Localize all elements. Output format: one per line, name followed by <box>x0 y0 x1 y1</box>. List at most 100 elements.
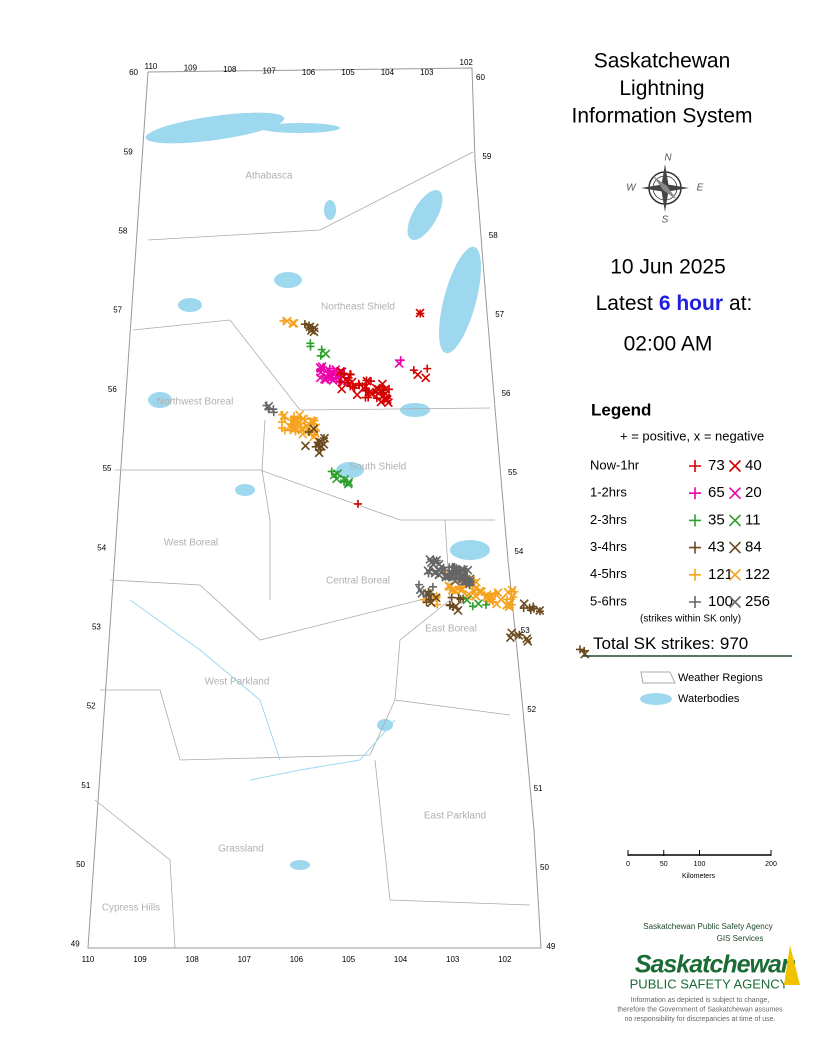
strike-symbol <box>428 582 437 591</box>
latitude-label: 58 <box>118 227 127 236</box>
latitude-label: 60 <box>129 68 138 77</box>
strike-symbol <box>381 394 391 404</box>
strike-symbol <box>309 416 319 426</box>
longitude-label: 108 <box>186 955 200 964</box>
strike-symbol <box>269 405 278 414</box>
layer-label: Waterbodies <box>678 693 740 705</box>
strike-symbol <box>481 600 490 609</box>
strike-symbol <box>449 563 458 572</box>
legend-negative-count: 11 <box>745 511 761 528</box>
legend-negative-count: 40 <box>745 457 762 474</box>
legend-symbol <box>728 568 742 581</box>
latest-part: Latest <box>596 292 653 315</box>
latest-part: at: <box>729 292 752 315</box>
latitude-label: 50 <box>76 860 85 869</box>
strike-symbol <box>313 438 322 447</box>
scale-unit: Kilometers <box>682 873 716 880</box>
strike-symbol <box>366 377 375 386</box>
strike-symbol <box>535 607 544 616</box>
strike-symbol <box>348 382 357 391</box>
legend-label: 4-5hrs <box>590 566 627 581</box>
province-border <box>87 67 542 949</box>
total-strikes: Total SK strikes: 970 <box>593 634 748 653</box>
strike-symbol <box>509 593 518 602</box>
strike-symbol <box>409 366 418 375</box>
total-value: 970 <box>720 634 748 653</box>
strike-symbol <box>428 559 438 569</box>
longitude-label: 104 <box>381 68 395 77</box>
strike-symbol <box>462 595 472 605</box>
legend-negative-count: 20 <box>745 484 762 501</box>
strike-symbol <box>378 386 387 395</box>
strike-symbol <box>465 574 474 583</box>
strike-symbol <box>306 342 315 351</box>
latitude-label: 51 <box>534 784 543 793</box>
legend-positive-count: 100 <box>708 593 733 610</box>
region-label: East Boreal <box>425 624 477 635</box>
longitude-label: 109 <box>133 955 147 964</box>
legend-symbol <box>728 459 742 473</box>
title-line: Information System <box>572 105 753 128</box>
legend-symbol <box>689 460 701 472</box>
strike-symbol <box>295 410 305 420</box>
layer-label: Weather Regions <box>678 672 763 684</box>
latitude-label: 50 <box>540 863 549 872</box>
legend-positive-count: 35 <box>708 511 725 528</box>
strike-symbol <box>526 606 535 615</box>
latitude-label: 57 <box>495 310 504 319</box>
compass-rose <box>641 164 689 212</box>
strike-symbol <box>523 636 533 646</box>
latitude-label: 55 <box>103 464 112 473</box>
legend-positive-count: 65 <box>708 484 725 501</box>
strike-symbol <box>337 384 347 394</box>
latest-period: Latest 6 hour at: <box>596 292 753 315</box>
strike-symbol <box>424 569 433 578</box>
legend-label: 1-2hrs <box>590 485 627 500</box>
scale-label: 200 <box>765 861 777 868</box>
region-label: South Shield <box>350 462 407 473</box>
strike-symbol <box>456 595 465 604</box>
latitude-label: 53 <box>521 626 530 635</box>
legend-symbol <box>728 487 742 500</box>
strike-symbol <box>316 445 325 454</box>
title-line: Lightning <box>619 77 704 100</box>
strike-symbol <box>515 630 524 639</box>
layer-swatch <box>640 693 672 705</box>
strike-symbol <box>304 427 313 436</box>
strike-symbol <box>288 318 298 328</box>
latest-part: 6 hour <box>659 292 723 315</box>
strike-symbol <box>369 388 378 397</box>
strike-symbol <box>445 600 454 609</box>
strike-symbol <box>460 565 469 574</box>
strike-symbol <box>317 361 327 372</box>
total-label: Total SK strikes: <box>593 634 715 653</box>
latitude-label: 54 <box>97 543 106 552</box>
strike-symbol <box>440 566 449 575</box>
strike-symbols <box>262 308 590 659</box>
strike-symbol <box>354 379 363 388</box>
strike-symbol <box>417 588 427 598</box>
latitude-label: 58 <box>489 231 498 240</box>
strike-symbol <box>337 372 348 382</box>
strike-symbol <box>451 601 461 611</box>
strike-symbol <box>454 575 463 584</box>
strike-symbol <box>377 379 388 389</box>
agency-name: Saskatchewan Public Safety Agency <box>643 922 772 931</box>
strike-symbol <box>310 430 319 439</box>
strike-symbol <box>340 477 349 486</box>
strike-symbol <box>430 568 440 578</box>
strike-symbol <box>421 373 431 383</box>
legend-symbol <box>689 514 701 527</box>
strike-symbol <box>278 417 287 426</box>
date: 10 Jun 2025 <box>610 256 726 279</box>
region-boundaries <box>94 151 531 949</box>
legend-label: Now-1hr <box>590 457 640 472</box>
strike-symbol <box>323 368 332 377</box>
strike-symbol <box>433 600 442 609</box>
legend-title: Legend <box>591 400 651 419</box>
strike-symbol <box>286 425 295 434</box>
latitude-label: 56 <box>502 389 511 398</box>
strike-symbol <box>317 345 326 354</box>
disclaimer-line: no responsibility for discrepancies at t… <box>625 1016 776 1023</box>
